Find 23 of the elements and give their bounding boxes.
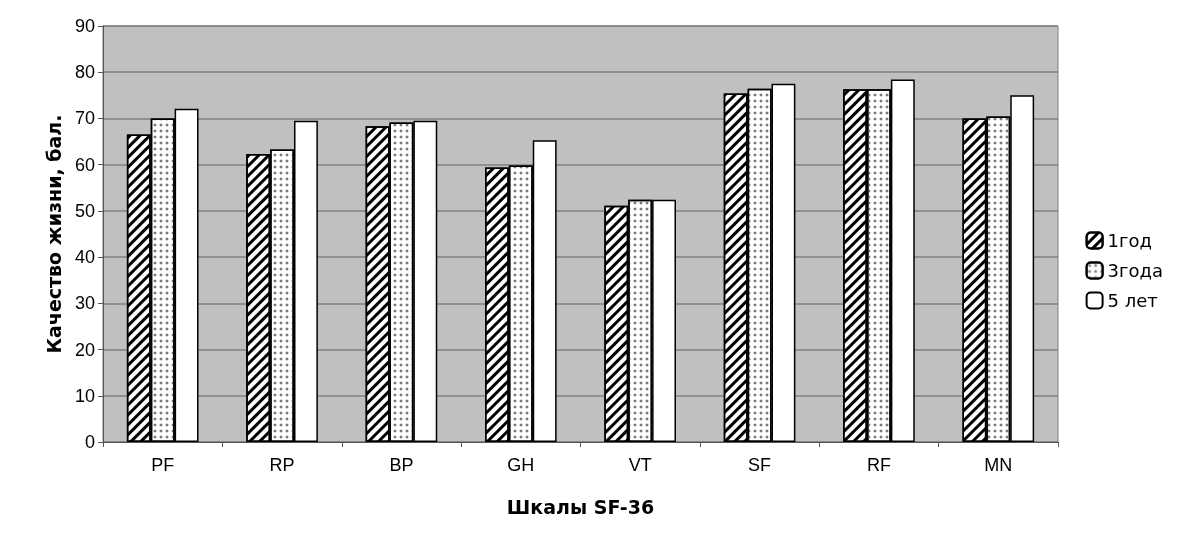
x-tick-label: RP — [269, 455, 295, 475]
legend-label: 3года — [1107, 260, 1164, 281]
y-axis-title: Качество жизни, бал. — [42, 114, 65, 354]
y-tick-label: 50 — [74, 200, 95, 221]
x-tick-label: GH — [507, 455, 535, 475]
x-tick-label: MN — [984, 455, 1013, 475]
x-tick-label: PF — [151, 455, 175, 475]
y-tick-label: 80 — [74, 62, 95, 83]
x-tick-label: BP — [389, 455, 414, 475]
y-tick-label: 20 — [74, 339, 95, 360]
y-tick-label: 30 — [74, 293, 95, 314]
y-tick-label: 70 — [74, 108, 95, 129]
y-tick-label: 40 — [74, 247, 95, 268]
y-tick-label: 60 — [74, 154, 95, 175]
legend-label: 1год — [1107, 230, 1152, 251]
x-tick-label: VT — [628, 455, 652, 475]
y-tick-label: 0 — [84, 432, 95, 452]
y-tick-label: 90 — [74, 16, 95, 36]
x-tick-label: SF — [748, 455, 772, 475]
y-tick-label: 10 — [74, 385, 95, 406]
x-tick-label: RF — [866, 455, 891, 475]
legend-label: 5 лет — [1107, 290, 1158, 311]
x-axis-title: Шкалы SF-36 — [506, 495, 655, 518]
